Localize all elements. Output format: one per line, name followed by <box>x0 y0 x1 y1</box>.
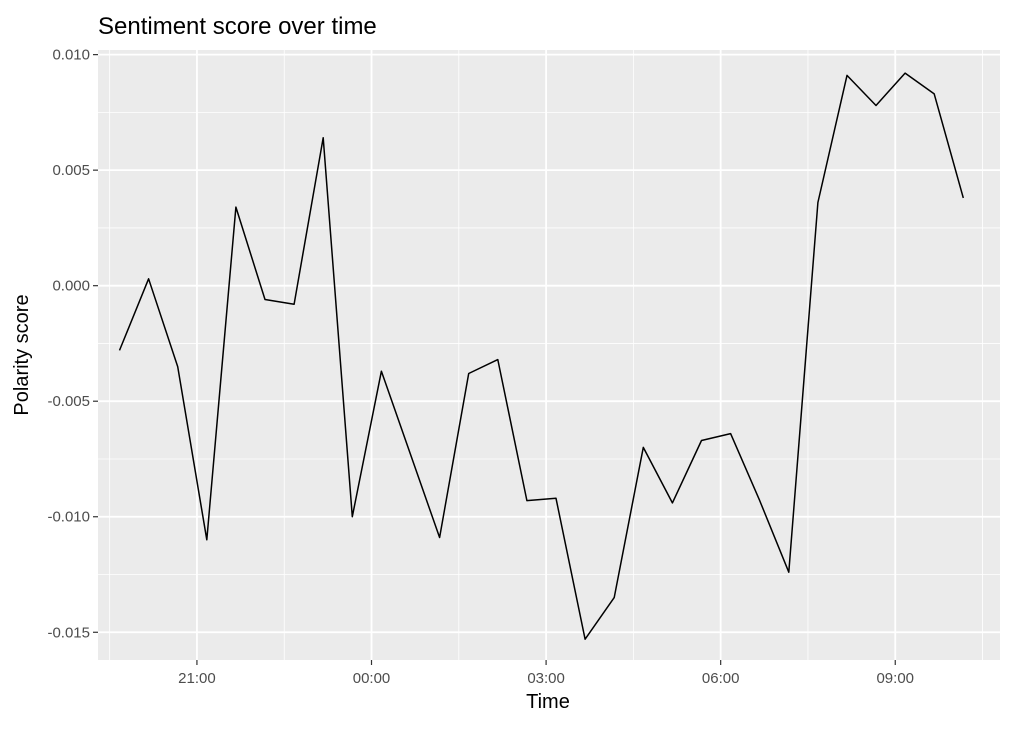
x-tick-label: 06:00 <box>702 670 740 687</box>
x-axis-title: Time <box>526 691 570 713</box>
y-axis-ticks: 0.010 0.005 0.000 -0.005 -0.010 -0.015 <box>47 47 98 641</box>
y-tick-label: 0.005 <box>52 162 90 179</box>
series-line <box>118 72 965 640</box>
minor-gridlines <box>98 50 1000 660</box>
x-tick-label: 00:00 <box>353 670 391 687</box>
major-gridlines <box>98 50 1000 660</box>
series-layer <box>118 72 965 640</box>
y-tick-label: -0.010 <box>47 509 90 526</box>
x-axis-ticks: 21:00 00:00 03:00 06:00 09:00 <box>178 660 914 687</box>
chart-title: Sentiment score over time <box>98 13 377 40</box>
y-tick-label: 0.000 <box>52 278 90 295</box>
y-tick-label: 0.010 <box>52 47 90 64</box>
x-tick-label: 21:00 <box>178 670 216 687</box>
x-tick-label: 09:00 <box>876 670 914 687</box>
x-tick-label: 03:00 <box>527 670 565 687</box>
y-tick-label: -0.015 <box>47 624 90 641</box>
plot-panel <box>98 50 1000 660</box>
y-axis-title: Polarity score <box>11 294 33 415</box>
y-tick-label: -0.005 <box>47 393 90 410</box>
